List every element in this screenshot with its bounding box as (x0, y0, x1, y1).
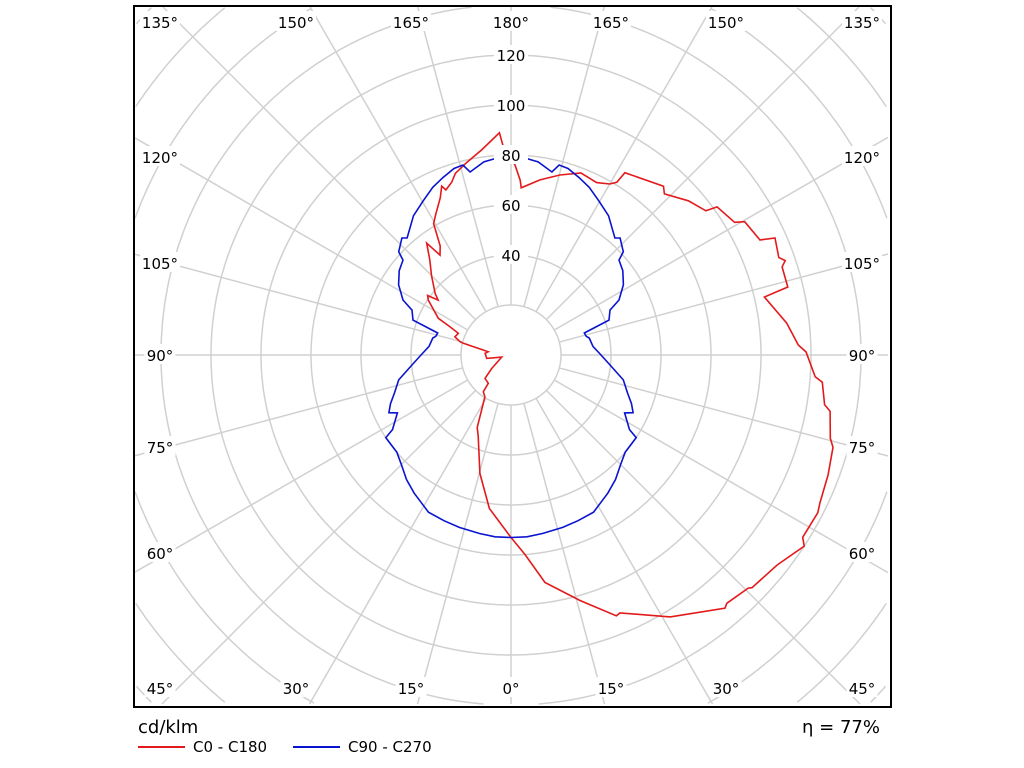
angle-label-bg (595, 677, 627, 697)
angle-label: 30° (713, 680, 740, 698)
radial-tick-label: 100 (497, 97, 526, 115)
legend-label: C90 - C270 (348, 738, 432, 756)
angle-label: 45° (849, 680, 876, 698)
angle-label: 120° (844, 149, 880, 167)
angle-label-bg (842, 146, 882, 166)
radial-tick-labels: 40 60 80 100 120 (494, 45, 528, 265)
angle-label-bg (395, 677, 427, 697)
radial-tick-label: 80 (501, 147, 520, 165)
grid-spoke (535, 397, 714, 705)
grid-spoke (523, 403, 606, 705)
grid-spoke (559, 253, 889, 343)
angle-label: 45° (147, 680, 174, 698)
grid-spoke (161, 389, 477, 705)
angle-label: 90° (849, 347, 876, 365)
legend-item-c90-c270: C90 - C270 (293, 737, 432, 757)
angle-label: 0° (502, 680, 519, 698)
polar-grid (134, 6, 889, 705)
angle-label: 60° (147, 545, 174, 563)
grid-spoke (134, 379, 469, 573)
grid-ring-20 (460, 304, 562, 406)
unit-label: cd/klm (138, 717, 199, 738)
angle-label-bg (144, 677, 176, 697)
grid-spoke (416, 403, 499, 705)
angle-label-bg (842, 252, 882, 272)
angle-label: 105° (844, 255, 880, 273)
angle-label-bg (391, 11, 431, 31)
grid-ring-200 (135, 7, 887, 703)
angle-label-bg (140, 11, 180, 31)
angle-label: 105° (142, 255, 178, 273)
angle-label: 75° (147, 439, 174, 457)
tick-label-bg (494, 45, 528, 64)
grid-spoke (308, 397, 487, 705)
angle-label: 15° (598, 680, 625, 698)
angle-label-bg (276, 11, 316, 31)
grid-spoke (417, 6, 499, 307)
angle-label-bg (706, 11, 746, 31)
angle-label-bg (846, 542, 878, 562)
radial-tick-label: 60 (501, 197, 520, 215)
angle-label-bg (144, 436, 176, 456)
angle-label: 60° (849, 545, 876, 563)
tick-label-bg (494, 95, 528, 114)
angle-label-bg (144, 344, 176, 364)
grid-spoke (553, 136, 889, 331)
series-line-c0-c180 (425, 131, 834, 618)
angle-label-bg (280, 677, 312, 697)
radial-tick-label: 120 (497, 47, 526, 65)
legend-swatch-red (138, 746, 185, 748)
angle-label: 180° (493, 14, 529, 32)
grid-ring-180 (135, 7, 887, 703)
angle-label-bg (500, 677, 522, 697)
angle-label: 165° (393, 14, 429, 32)
angle-label-bg (846, 436, 878, 456)
legend-label: C0 - C180 (193, 738, 268, 756)
grid-spoke (535, 6, 713, 313)
angle-label: 15° (398, 680, 425, 698)
angle-label: 120° (142, 149, 178, 167)
tick-label-bg (494, 195, 528, 214)
angle-label: 150° (708, 14, 744, 32)
angle-label-bg (846, 677, 878, 697)
grid-spoke (545, 389, 861, 705)
angle-label-bg (846, 344, 878, 364)
angle-label: 135° (142, 14, 178, 32)
efficiency-label: η = 77% (802, 717, 880, 738)
grid-spoke (134, 253, 463, 343)
grid-spoke (545, 6, 860, 321)
angle-label-bg (140, 146, 180, 166)
angle-label: 150° (278, 14, 314, 32)
tick-label-bg (494, 245, 528, 264)
angle-label: 75° (849, 439, 876, 457)
radial-tick-label: 40 (501, 247, 520, 265)
grid-spoke (523, 6, 605, 307)
grid-spoke (162, 6, 477, 321)
angle-labels: 135° 150° 165° 180° 165° 150° 135° 45° 30° 15° 0° 1… (140, 11, 882, 698)
grid-spoke (134, 367, 463, 457)
angle-label: 30° (283, 680, 310, 698)
angle-label: 90° (147, 347, 174, 365)
tick-label-bg (494, 145, 528, 164)
angle-label-bg (710, 677, 742, 697)
angle-label: 165° (593, 14, 629, 32)
grid-spoke (553, 379, 889, 574)
angle-label-bg (842, 11, 882, 31)
angle-label-bg (591, 11, 631, 31)
angle-label-bg (491, 11, 531, 31)
grid-spoke (309, 6, 487, 313)
grid-spoke (134, 137, 469, 331)
angle-label: 135° (844, 14, 880, 32)
angle-label-bg (140, 252, 180, 272)
grid-ring-160 (134, 7, 888, 704)
angle-label-bg (144, 542, 176, 562)
legend-item-c0-c180: C0 - C180 (138, 737, 267, 757)
grid-spoke (559, 367, 889, 457)
legend-swatch-blue (293, 746, 340, 748)
